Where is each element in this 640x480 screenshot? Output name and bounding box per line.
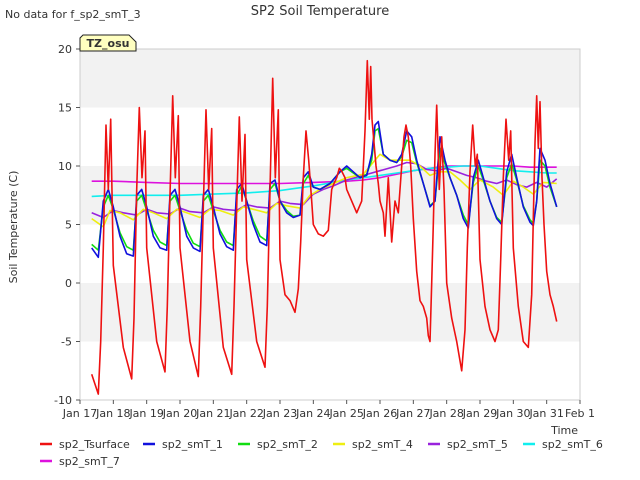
y-tick-label: 15 bbox=[58, 102, 72, 115]
x-tick-label: Jan 31 bbox=[528, 407, 563, 420]
chart-title: SP2 Soil Temperature bbox=[251, 4, 389, 19]
y-tick-label: -5 bbox=[61, 336, 72, 349]
x-tick-label: Jan 20 bbox=[162, 407, 197, 420]
x-tick-label: Feb 1 bbox=[565, 407, 595, 420]
y-tick-label: 0 bbox=[65, 277, 72, 290]
series-layer bbox=[90, 59, 558, 395]
x-tick-label: Jan 23 bbox=[262, 407, 297, 420]
series-line-sp2_Tsurface bbox=[90, 59, 558, 395]
y-tick-label: 10 bbox=[58, 160, 72, 173]
legend-label: sp2_smT_2 bbox=[257, 438, 318, 451]
grid-band bbox=[80, 107, 580, 166]
x-tick-label: Jan 22 bbox=[228, 407, 263, 420]
x-tick-label: Jan 28 bbox=[428, 407, 463, 420]
x-axis-label: Time bbox=[550, 424, 578, 437]
series-line-sp2_smT_6 bbox=[91, 165, 557, 198]
legend-label: sp2_smT_5 bbox=[447, 438, 508, 451]
x-tick-label: Jan 25 bbox=[328, 407, 363, 420]
grid-band bbox=[80, 224, 580, 283]
x-tick-label: Jan 27 bbox=[395, 407, 430, 420]
legend-label: sp2_smT_7 bbox=[59, 455, 120, 468]
y-tick-label: -10 bbox=[54, 394, 72, 407]
grid-band bbox=[80, 283, 580, 342]
x-tick-label: Jan 26 bbox=[362, 407, 397, 420]
legend-label: sp2_Tsurface bbox=[59, 438, 130, 451]
series-line-sp2_smT_7 bbox=[91, 165, 557, 185]
badge-box bbox=[79, 34, 137, 52]
grid-band bbox=[80, 341, 580, 400]
x-tick-label: Jan 17 bbox=[62, 407, 97, 420]
legend: sp2_Tsurface sp2_smT_1 sp2_smT_2 sp2_smT_4 s… bbox=[40, 438, 603, 468]
badge-label: TZ_osu bbox=[87, 37, 130, 50]
no-data-note: No data for f_sp2_smT_3 bbox=[5, 8, 141, 21]
x-tick-label: Jan 24 bbox=[295, 407, 330, 420]
legend-label: sp2_smT_6 bbox=[542, 438, 603, 451]
plot-bands bbox=[80, 49, 580, 400]
y-axis-label: Soil Temperature (C) bbox=[7, 171, 20, 284]
y-axis-ticks: -10 -5 0 5 10 15 20 bbox=[54, 43, 80, 407]
x-tick-label: Jan 21 bbox=[195, 407, 230, 420]
y-tick-label: 5 bbox=[65, 219, 72, 232]
x-tick-label: Jan 29 bbox=[462, 407, 497, 420]
tz-badge: TZ_osu bbox=[79, 34, 137, 52]
x-tick-label: Jan 19 bbox=[128, 407, 163, 420]
y-tick-label: 20 bbox=[58, 43, 72, 56]
x-tick-label: Jan 18 bbox=[95, 407, 130, 420]
legend-label: sp2_smT_4 bbox=[352, 438, 413, 451]
x-tick-label: Jan 30 bbox=[495, 407, 530, 420]
legend-label: sp2_smT_1 bbox=[162, 438, 223, 451]
grid-band bbox=[80, 49, 580, 108]
